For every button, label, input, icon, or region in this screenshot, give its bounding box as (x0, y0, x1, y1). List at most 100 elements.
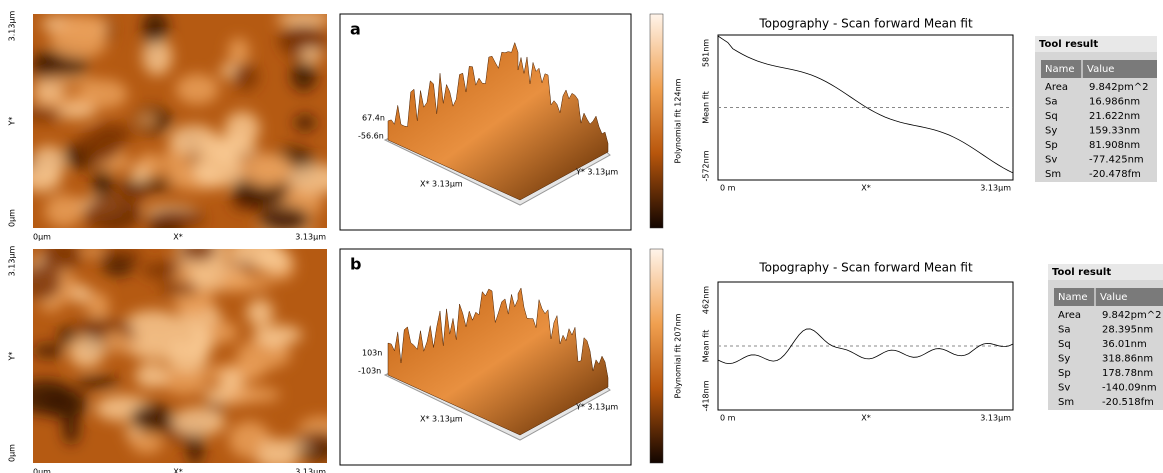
axis-label: 0 m (720, 414, 736, 423)
tool-result: Tool result Name Value Area 9.842pm^2 Sa 16.98… (1035, 36, 1157, 182)
profile-title: Topography - Scan forward Mean fit (758, 17, 973, 31)
panel: 3.13µm Y* 0µm 0µm X* 3.13µm b 103n -103n X* 3.13µ… (8, 245, 1163, 473)
texture-blob (142, 37, 173, 76)
tool-cell: Sm (1045, 169, 1061, 180)
tool-cell: 318.86nm (1102, 354, 1153, 365)
axis-label: 462nm (702, 286, 711, 314)
texture-blob (256, 249, 292, 274)
texture-blob (59, 14, 108, 43)
texture-blob (75, 376, 121, 388)
axis-label: X* 3.13µm (420, 415, 463, 424)
tool-cell: Sq (1058, 339, 1071, 350)
tool-cell: Sa (1045, 97, 1057, 108)
texture-blob (101, 331, 132, 353)
tool-cell: 28.395nm (1102, 325, 1153, 336)
texture-blob (130, 403, 175, 433)
texture-blob (276, 14, 327, 27)
texture-blob (33, 379, 75, 415)
z-label: -56.6n (358, 132, 384, 141)
axis-label: Y* (8, 117, 17, 127)
tool-cell: Sp (1058, 368, 1071, 379)
texture-blob (175, 73, 219, 105)
tool-cell: 16.986nm (1089, 97, 1140, 108)
tool-cell: 36.01nm (1102, 339, 1147, 350)
texture-blob (219, 269, 253, 292)
texture-blob (58, 326, 77, 345)
texture-blob (79, 249, 106, 257)
tool-cell: Sa (1058, 325, 1070, 336)
texture-blob (224, 111, 260, 146)
texture-blob (196, 165, 218, 185)
z-label: -103n (358, 367, 381, 376)
axis-label: 3.13µm (295, 468, 326, 473)
tool-cell: Area (1045, 82, 1068, 93)
texture-blob (33, 107, 63, 122)
colorbar (649, 248, 664, 464)
axis-label: Mean fit (702, 91, 711, 124)
tool-cell: Sy (1045, 126, 1057, 137)
tool-cell: 178.78nm (1102, 368, 1153, 379)
tool-cell: Sp (1045, 140, 1058, 151)
texture-blob (41, 249, 84, 270)
axis-label: X* (173, 233, 182, 242)
panel: 3.13µm Y* 0µm 0µm X* 3.13µm a 67.4n -56.6n X* 3.1… (8, 10, 1157, 242)
texture-blob (87, 291, 110, 323)
texture-blob (246, 299, 274, 327)
tool-title: Tool result (1039, 39, 1098, 50)
axis-label: X* (173, 468, 182, 473)
tool-header-cell: Value (1087, 64, 1114, 75)
tool-header-cell: Name (1045, 64, 1075, 75)
tool-cell: -77.425nm (1089, 155, 1144, 166)
tool-title: Tool result (1052, 267, 1111, 278)
tool-cell: -20.518fm (1102, 397, 1154, 408)
tool-cell: 21.622nm (1089, 111, 1140, 122)
tool-cell: Sm (1058, 397, 1074, 408)
axis-label: -572nm (702, 150, 711, 181)
texture-blob (226, 387, 281, 403)
surface (387, 287, 609, 436)
tool-result: Tool result Name Value Area 9.842pm^2 Sa 28.39… (1048, 264, 1163, 410)
tool-header-cell: Name (1058, 292, 1088, 303)
axis-label: 0 m (720, 184, 736, 193)
tool-cell: 81.908nm (1089, 140, 1140, 151)
texture-blob (300, 47, 322, 63)
texture-blob (130, 165, 149, 184)
texture-blob (82, 196, 138, 228)
afm-texture (33, 14, 327, 228)
texture-blob (228, 421, 271, 459)
tool-cell: Sv (1045, 155, 1057, 166)
texture-blob (38, 74, 96, 85)
texture-blob (76, 130, 121, 164)
texture-blob (124, 426, 142, 438)
texture-blob (227, 361, 272, 374)
axis-label: Polynomial fit 207nm (674, 313, 683, 398)
axis-label: Polynomial fit 124nm (674, 78, 683, 163)
axis-label: 0µm (33, 233, 51, 242)
texture-blob (130, 432, 163, 454)
texture-blob (92, 167, 114, 203)
texture-blob (228, 37, 250, 66)
axis-label: 3.13µm (8, 10, 17, 41)
texture-blob (294, 114, 316, 131)
axis-label: 0µm (33, 468, 51, 473)
tool-cell: 9.842pm^2 (1089, 82, 1148, 93)
tool-cell: Sv (1058, 383, 1070, 394)
texture-blob (54, 104, 97, 119)
texture-blob (33, 344, 65, 358)
axis-label: 3.13µm (980, 184, 1011, 193)
texture-blob (161, 365, 208, 395)
axis-label: -418nm (702, 380, 711, 411)
axis-label: 581nm (702, 39, 711, 67)
tool-cell: 159.33nm (1089, 126, 1140, 137)
texture-blob (146, 208, 206, 228)
texture-blob (171, 407, 226, 437)
z-label: 67.4n (362, 114, 385, 123)
tool-cell: 9.842pm^2 (1102, 310, 1161, 321)
texture-blob (120, 177, 176, 191)
texture-blob (186, 429, 204, 463)
axis-label: Mean fit (702, 330, 711, 363)
afm-texture (33, 249, 327, 463)
texture-blob (33, 145, 66, 178)
axis-label: X* (861, 414, 870, 423)
